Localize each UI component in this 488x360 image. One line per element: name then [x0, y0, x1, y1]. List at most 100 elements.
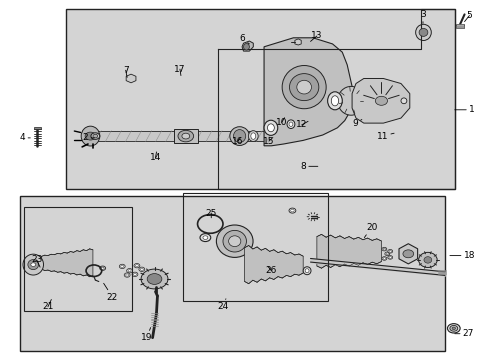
Bar — [174, 129, 197, 143]
Ellipse shape — [140, 268, 143, 270]
Text: 5: 5 — [464, 11, 471, 22]
Ellipse shape — [23, 254, 43, 275]
Ellipse shape — [388, 251, 391, 252]
Polygon shape — [242, 41, 253, 51]
Ellipse shape — [243, 44, 249, 50]
Polygon shape — [398, 244, 417, 264]
Text: 1: 1 — [454, 105, 474, 114]
Ellipse shape — [331, 96, 338, 106]
Ellipse shape — [447, 324, 459, 333]
Text: 18: 18 — [449, 251, 474, 260]
Text: 13: 13 — [310, 31, 322, 41]
Text: 17: 17 — [174, 65, 185, 76]
Ellipse shape — [375, 96, 387, 105]
Ellipse shape — [128, 270, 131, 272]
Ellipse shape — [402, 250, 413, 258]
Text: 8: 8 — [300, 162, 317, 171]
Ellipse shape — [418, 28, 427, 36]
Ellipse shape — [93, 134, 98, 138]
Ellipse shape — [387, 249, 392, 253]
Text: 23: 23 — [31, 256, 42, 267]
Ellipse shape — [327, 92, 342, 110]
Ellipse shape — [388, 256, 391, 258]
Ellipse shape — [121, 265, 123, 267]
Ellipse shape — [418, 252, 436, 267]
Ellipse shape — [248, 131, 258, 141]
Ellipse shape — [216, 225, 253, 257]
Text: 21: 21 — [42, 300, 54, 311]
Text: 15: 15 — [263, 136, 274, 145]
Text: 2: 2 — [82, 133, 94, 142]
Text: 16: 16 — [231, 136, 243, 145]
Ellipse shape — [296, 80, 311, 94]
Ellipse shape — [286, 120, 294, 129]
Ellipse shape — [288, 122, 292, 126]
Ellipse shape — [383, 248, 385, 250]
Text: 19: 19 — [141, 328, 152, 342]
Bar — [34, 127, 41, 129]
Bar — [455, 24, 463, 28]
Text: 11: 11 — [376, 132, 393, 140]
Bar — [24, 207, 132, 311]
Ellipse shape — [229, 127, 249, 145]
Ellipse shape — [384, 252, 389, 256]
Ellipse shape — [282, 66, 325, 109]
Ellipse shape — [139, 267, 144, 271]
Ellipse shape — [305, 269, 308, 273]
Ellipse shape — [81, 126, 100, 146]
Ellipse shape — [337, 86, 364, 115]
Text: 4: 4 — [20, 133, 30, 142]
Bar — [20, 196, 444, 351]
Ellipse shape — [134, 264, 140, 268]
Ellipse shape — [119, 264, 125, 269]
Ellipse shape — [264, 120, 277, 135]
Text: 10: 10 — [275, 118, 287, 127]
Ellipse shape — [126, 269, 132, 273]
Ellipse shape — [178, 130, 193, 142]
Ellipse shape — [125, 274, 128, 276]
Ellipse shape — [91, 133, 100, 139]
Ellipse shape — [228, 236, 240, 247]
Ellipse shape — [289, 74, 318, 100]
Polygon shape — [41, 249, 93, 277]
Ellipse shape — [85, 132, 96, 140]
Ellipse shape — [381, 257, 386, 260]
Text: 14: 14 — [149, 152, 161, 162]
Text: 25: 25 — [205, 209, 217, 218]
Ellipse shape — [147, 274, 162, 284]
Ellipse shape — [135, 265, 138, 267]
Polygon shape — [316, 234, 381, 268]
Ellipse shape — [28, 260, 39, 270]
Ellipse shape — [31, 263, 36, 266]
Ellipse shape — [100, 266, 105, 270]
Ellipse shape — [415, 24, 430, 40]
Text: 26: 26 — [265, 266, 277, 275]
Ellipse shape — [223, 230, 246, 252]
Text: 7: 7 — [122, 66, 128, 77]
Text: 22: 22 — [103, 283, 118, 302]
Text: 24: 24 — [216, 299, 228, 311]
Ellipse shape — [182, 133, 189, 139]
Ellipse shape — [451, 327, 455, 330]
Text: 6: 6 — [239, 34, 249, 44]
Polygon shape — [126, 74, 136, 83]
Ellipse shape — [203, 236, 207, 239]
Ellipse shape — [200, 234, 210, 242]
Text: 20: 20 — [364, 223, 377, 238]
Ellipse shape — [449, 325, 457, 331]
Text: 12: 12 — [295, 120, 307, 129]
Ellipse shape — [387, 256, 392, 259]
Polygon shape — [351, 78, 409, 123]
Polygon shape — [294, 39, 301, 45]
Ellipse shape — [267, 124, 274, 132]
Ellipse shape — [250, 133, 255, 139]
Ellipse shape — [303, 267, 310, 275]
Ellipse shape — [141, 269, 168, 289]
Ellipse shape — [400, 98, 406, 104]
Polygon shape — [264, 38, 351, 146]
Polygon shape — [244, 246, 303, 284]
Ellipse shape — [423, 257, 431, 263]
Ellipse shape — [101, 267, 104, 269]
Ellipse shape — [233, 130, 245, 143]
Ellipse shape — [290, 210, 294, 212]
